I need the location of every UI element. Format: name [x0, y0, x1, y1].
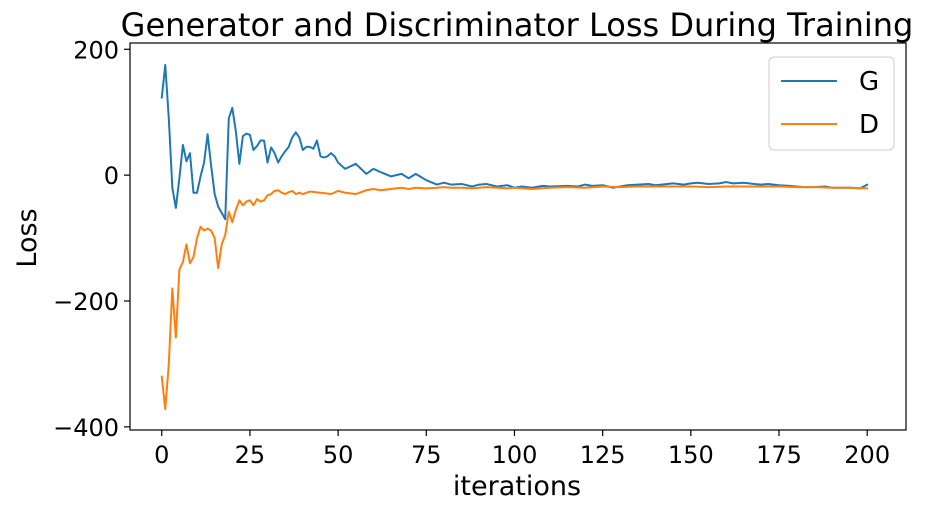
y-tick-label: 0 [104, 162, 119, 190]
x-tick-label: 75 [411, 441, 442, 469]
x-tick-label: 0 [154, 441, 169, 469]
x-tick-label: 200 [844, 441, 890, 469]
y-axis: 200 0 −200 −400 [53, 36, 130, 442]
legend: GD [768, 56, 895, 151]
chart-title: Generator and Discriminator Loss During … [121, 6, 914, 44]
x-tick-label: 50 [323, 441, 354, 469]
legend-label-d: D [859, 110, 879, 140]
y-tick-label: 200 [73, 36, 119, 64]
legend-label-g: G [859, 67, 879, 97]
x-tick-label: 100 [492, 441, 538, 469]
plot-area [160, 64, 869, 411]
x-tick-label: 150 [668, 441, 714, 469]
series-line-g [160, 64, 869, 221]
x-tick-label: 25 [235, 441, 266, 469]
x-axis-label: iterations [453, 471, 581, 502]
y-tick-label: −200 [53, 288, 119, 316]
x-axis: 0 25 50 75 100 125 150 175 200 [154, 430, 890, 469]
y-tick-label: −400 [53, 414, 119, 442]
x-tick-label: 175 [756, 441, 802, 469]
x-tick-label: 125 [580, 441, 626, 469]
axes-frame [129, 42, 907, 431]
y-axis-label: Loss [12, 208, 43, 267]
series-line-d [160, 185, 869, 411]
